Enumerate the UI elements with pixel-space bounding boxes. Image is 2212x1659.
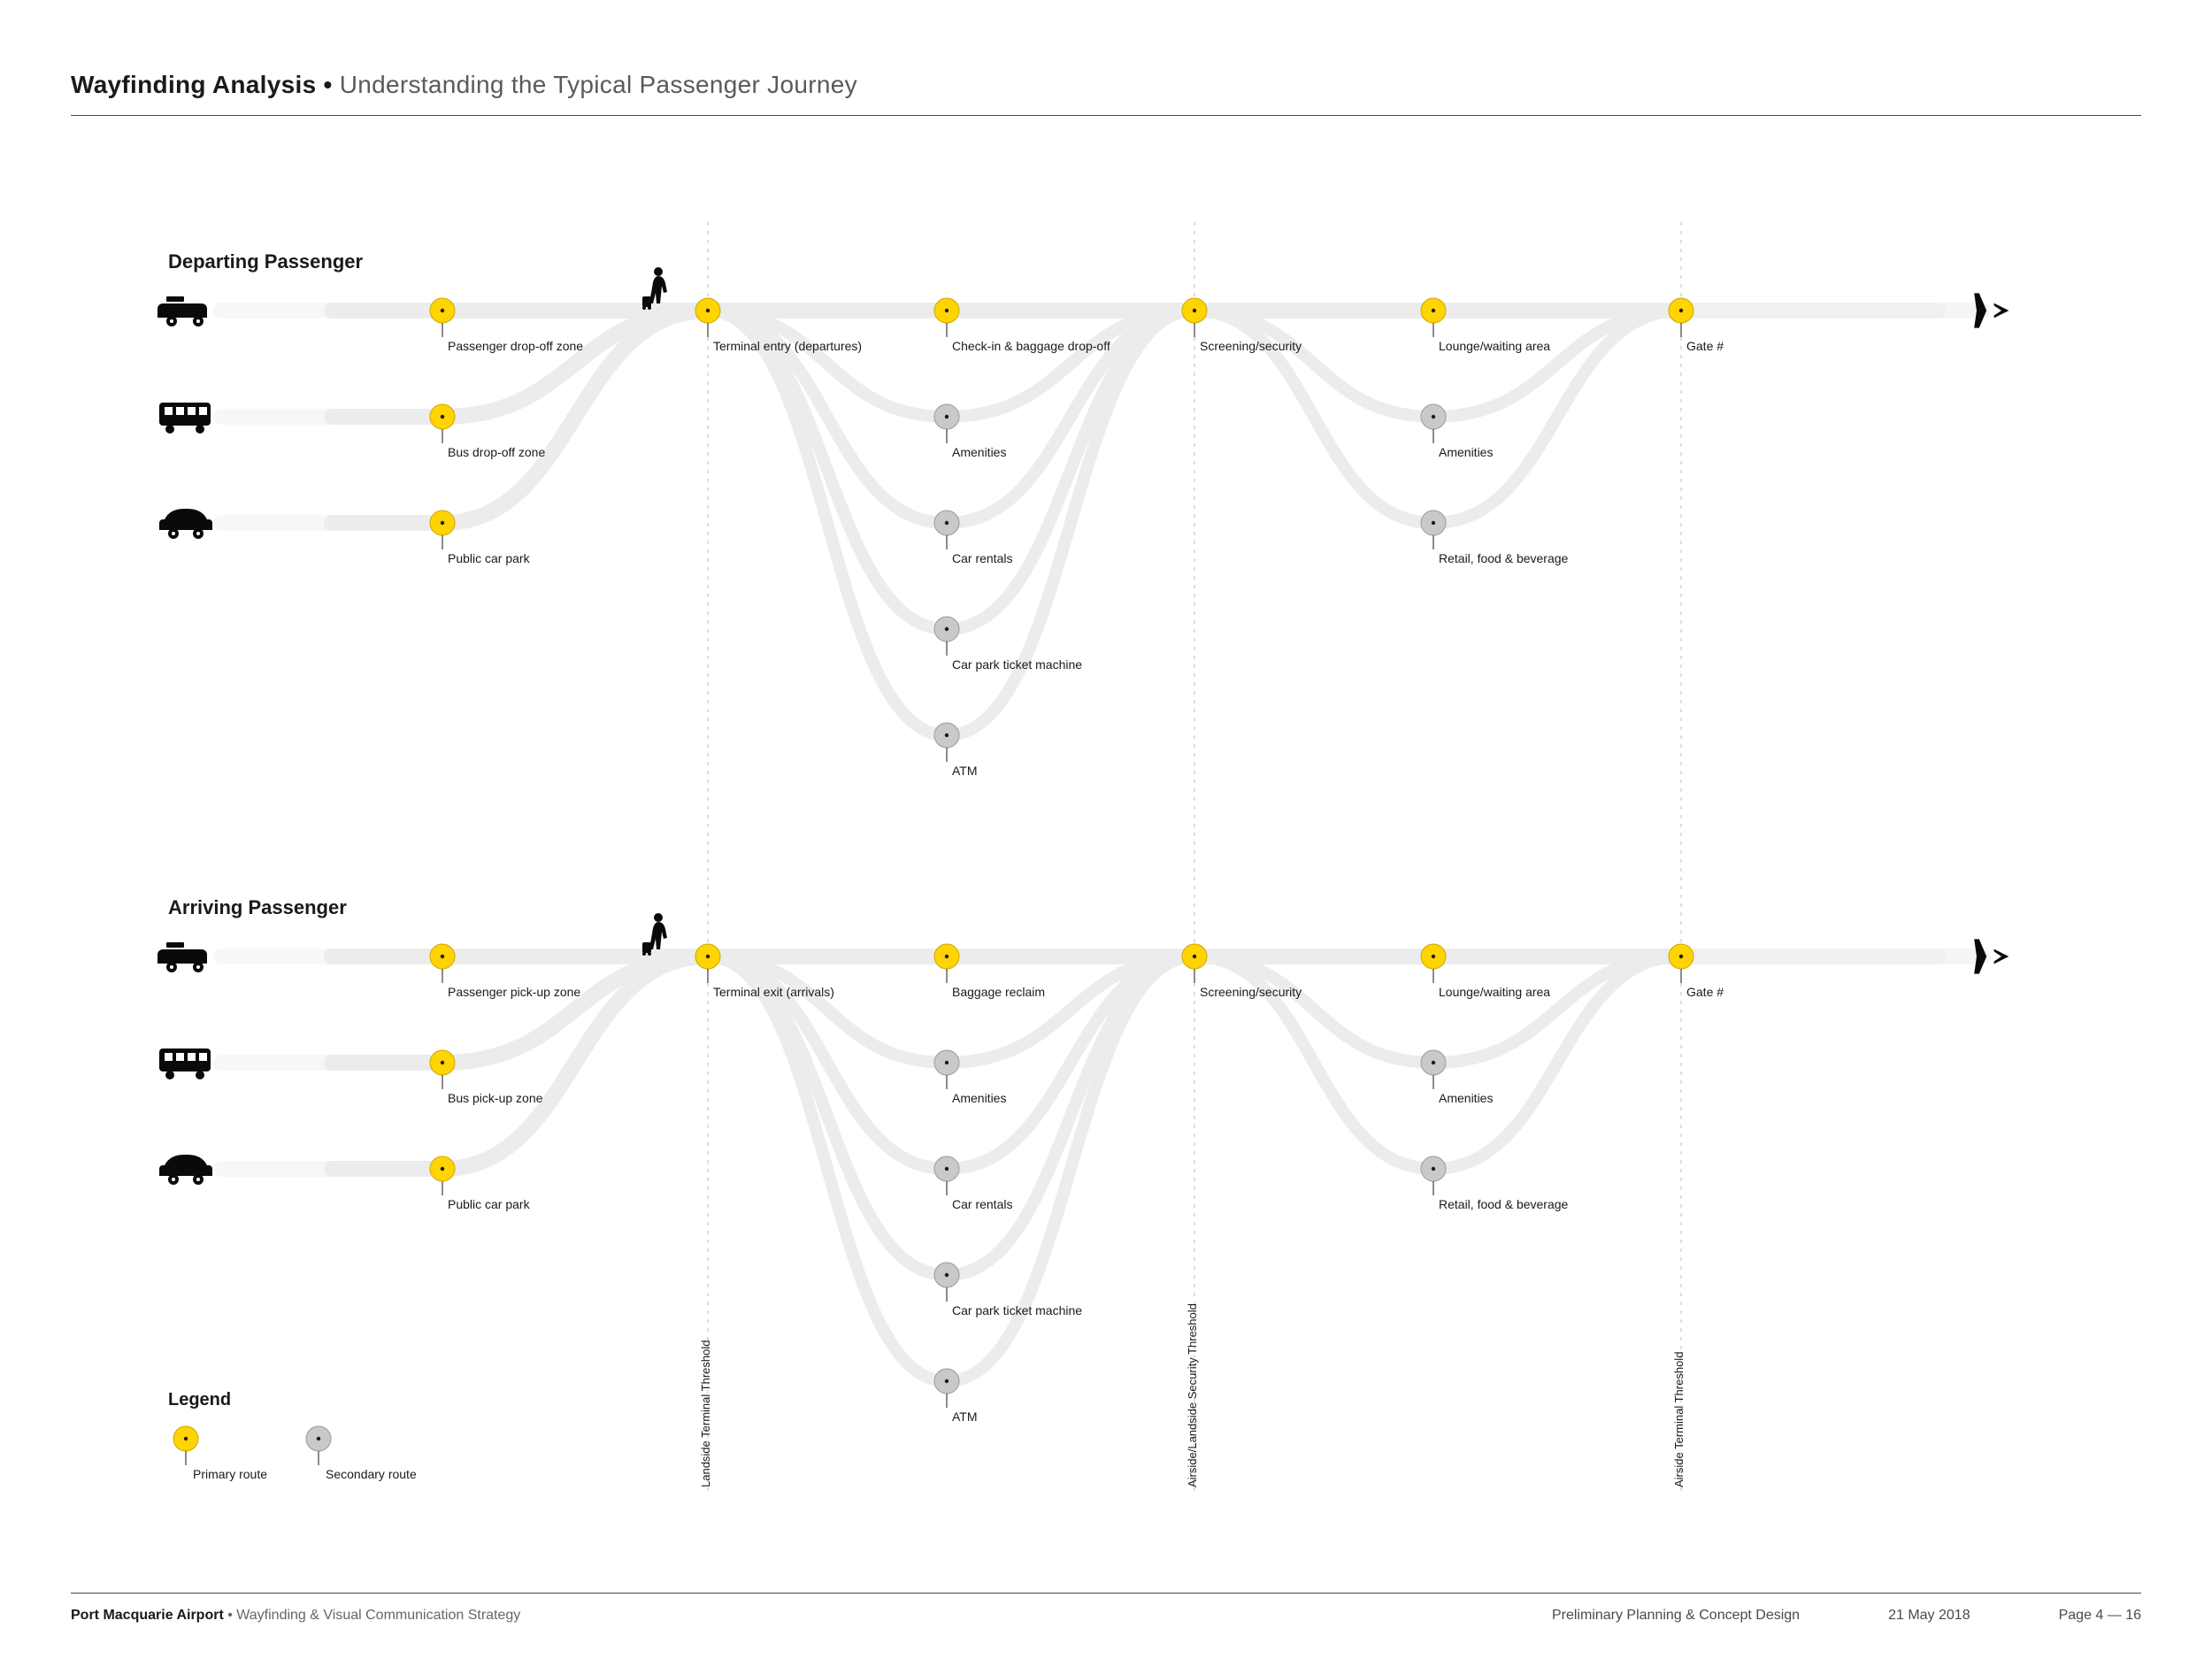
legend-title: Legend xyxy=(168,1390,231,1410)
node-label: Gate # xyxy=(1686,985,1724,999)
footer: Port Macquarie Airport • Wayfinding & Vi… xyxy=(71,1593,2141,1624)
node-label: Car rentals xyxy=(952,1197,1012,1211)
node-label: Lounge/waiting area xyxy=(1439,339,1550,353)
node-label: Screening/security xyxy=(1200,985,1302,999)
node-label: Public car park xyxy=(448,1197,530,1211)
footer-date: 21 May 2018 xyxy=(1888,1608,1970,1624)
node-label: Car rentals xyxy=(952,551,1012,565)
node-label: Public car park xyxy=(448,551,530,565)
node-label: ATM xyxy=(952,1409,978,1424)
node-label: Lounge/waiting area xyxy=(1439,985,1550,999)
threshold-label: Airside Terminal Threshold xyxy=(1672,1352,1686,1487)
node-label: Amenities xyxy=(952,445,1006,459)
node-label: Check-in & baggage drop-off xyxy=(952,339,1110,353)
legend-item-label: Secondary route xyxy=(326,1467,417,1481)
journey-diagram: Landside Terminal Threshold Airside/Lands… xyxy=(71,134,2141,1514)
section-title: Arriving Passenger xyxy=(168,896,347,919)
node-label: ATM xyxy=(952,764,978,778)
node-label: Terminal exit (arrivals) xyxy=(713,985,834,999)
section-title: Departing Passenger xyxy=(168,250,363,273)
node-label: Car park ticket machine xyxy=(952,1303,1082,1317)
node-label: Retail, food & beverage xyxy=(1439,551,1568,565)
page-title-row: Wayfinding Analysis • Understanding the … xyxy=(71,71,2141,116)
title-bold: Wayfinding Analysis • xyxy=(71,71,340,98)
node-label: Amenities xyxy=(1439,445,1493,459)
threshold-label: Airside/Landside Security Threshold xyxy=(1186,1303,1199,1487)
title-light: Understanding the Typical Passenger Jour… xyxy=(340,71,857,98)
footer-page: Page 4 — 16 xyxy=(2059,1608,2141,1624)
node-label: Terminal entry (departures) xyxy=(713,339,862,353)
node-label: Passenger drop-off zone xyxy=(448,339,583,353)
footer-project-light: • Wayfinding & Visual Communication Stra… xyxy=(224,1608,521,1623)
node-label: Passenger pick-up zone xyxy=(448,985,580,999)
node-label: Baggage reclaim xyxy=(952,985,1045,999)
node-label: Amenities xyxy=(952,1091,1006,1105)
node-label: Amenities xyxy=(1439,1091,1493,1105)
node-label: Bus drop-off zone xyxy=(448,445,545,459)
legend-item-label: Primary route xyxy=(193,1467,267,1481)
footer-project-bold: Port Macquarie Airport xyxy=(71,1608,224,1623)
footer-phase: Preliminary Planning & Concept Design xyxy=(1552,1608,1800,1624)
node-label: Gate # xyxy=(1686,339,1724,353)
threshold-label: Landside Terminal Threshold xyxy=(699,1340,712,1487)
node-label: Bus pick-up zone xyxy=(448,1091,542,1105)
node-label: Screening/security xyxy=(1200,339,1302,353)
node-label: Car park ticket machine xyxy=(952,657,1082,672)
node-label: Retail, food & beverage xyxy=(1439,1197,1568,1211)
